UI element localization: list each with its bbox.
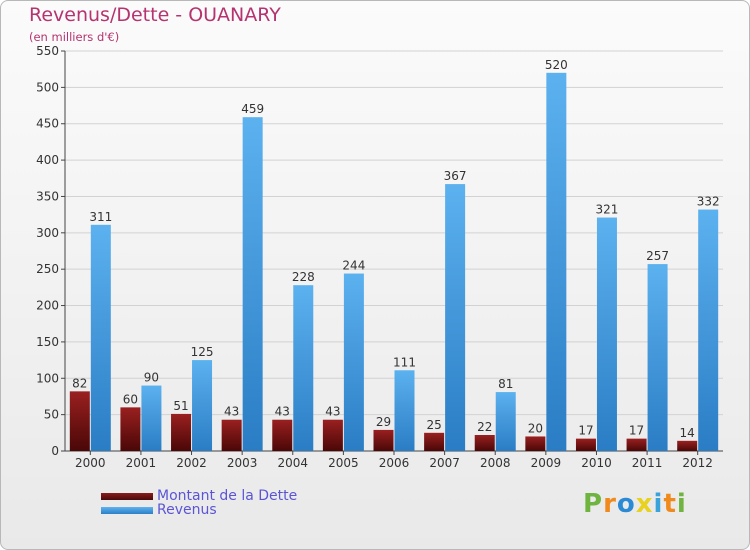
y-tick-label: 450 bbox=[36, 117, 59, 131]
x-tick-label: 2000 bbox=[75, 456, 106, 470]
value-label-revenus: 111 bbox=[393, 355, 416, 369]
bar-revenus bbox=[445, 184, 466, 451]
legend-label-dette: Montant de la Dette bbox=[157, 488, 298, 504]
chart-subtitle: (en milliers d'€) bbox=[29, 30, 120, 44]
bar-revenus bbox=[242, 117, 263, 451]
logo-letter: t bbox=[663, 489, 677, 519]
bar-dette bbox=[474, 435, 495, 451]
bar-revenus bbox=[293, 285, 314, 451]
x-tick-label: 2009 bbox=[531, 456, 562, 470]
bar-revenus bbox=[495, 392, 516, 451]
value-label-revenus: 311 bbox=[89, 210, 112, 224]
y-tick-label: 350 bbox=[36, 189, 59, 203]
bar-revenus bbox=[647, 264, 668, 451]
bar-dette bbox=[171, 413, 192, 451]
logo-letter: r bbox=[603, 489, 617, 519]
value-label-revenus: 321 bbox=[596, 203, 619, 217]
legend-item-dette: Montant de la Dette bbox=[101, 488, 297, 504]
bar-revenus bbox=[90, 224, 111, 451]
value-label-dette: 43 bbox=[325, 405, 340, 419]
logo-letter: o bbox=[616, 489, 636, 519]
x-tick-label: 2006 bbox=[379, 456, 410, 470]
value-label-revenus: 459 bbox=[241, 102, 264, 116]
chart-title: Revenus/Dette - OUANARY bbox=[29, 4, 281, 26]
x-tick-label: 2002 bbox=[176, 456, 207, 470]
x-tick-label: 2007 bbox=[429, 456, 460, 470]
bar-revenus bbox=[394, 370, 415, 451]
value-label-dette: 43 bbox=[224, 405, 239, 419]
y-tick-label: 50 bbox=[44, 408, 59, 422]
x-tick-label: 2012 bbox=[682, 456, 713, 470]
x-tick-label: 2008 bbox=[480, 456, 511, 470]
value-label-dette: 60 bbox=[123, 392, 138, 406]
bar-dette bbox=[69, 391, 90, 451]
x-tick-label: 2003 bbox=[227, 456, 258, 470]
value-label-revenus: 81 bbox=[498, 377, 513, 391]
y-tick-label: 250 bbox=[36, 262, 59, 276]
value-label-revenus: 125 bbox=[191, 345, 214, 359]
value-label-revenus: 228 bbox=[292, 270, 315, 284]
bar-dette bbox=[322, 419, 343, 451]
value-label-revenus: 244 bbox=[342, 259, 365, 273]
value-label-dette: 17 bbox=[629, 424, 644, 438]
y-tick-label: 500 bbox=[36, 80, 59, 94]
legend-label-revenus: Revenus bbox=[157, 502, 217, 518]
x-tick-label: 2011 bbox=[632, 456, 663, 470]
x-tick-label: 2001 bbox=[126, 456, 157, 470]
legend-swatch-revenus bbox=[101, 506, 153, 514]
value-label-revenus: 520 bbox=[545, 58, 568, 72]
y-tick-label: 150 bbox=[36, 335, 59, 349]
value-label-revenus: 90 bbox=[144, 371, 159, 385]
bar-revenus bbox=[192, 360, 213, 451]
value-label-dette: 22 bbox=[477, 420, 492, 434]
value-label-dette: 17 bbox=[578, 424, 593, 438]
value-label-dette: 51 bbox=[173, 399, 188, 413]
value-label-dette: 29 bbox=[376, 415, 391, 429]
logo-letter: i bbox=[653, 489, 664, 519]
y-tick-label: 550 bbox=[36, 44, 59, 58]
bar-revenus bbox=[596, 217, 617, 451]
bar-dette bbox=[373, 429, 394, 451]
y-tick-label: 400 bbox=[36, 153, 59, 167]
y-tick-label: 300 bbox=[36, 226, 59, 240]
bar-revenus bbox=[546, 72, 567, 452]
value-label-revenus: 257 bbox=[646, 249, 669, 263]
x-tick-label: 2004 bbox=[277, 456, 308, 470]
value-label-revenus: 367 bbox=[444, 169, 467, 183]
logo-letter: i bbox=[676, 489, 687, 519]
bar-revenus bbox=[698, 209, 719, 451]
y-tick-label: 0 bbox=[51, 444, 59, 458]
bar-dette bbox=[120, 407, 141, 451]
value-label-dette: 82 bbox=[72, 376, 87, 390]
legend-swatch-dette bbox=[101, 492, 153, 500]
value-label-dette: 14 bbox=[680, 426, 695, 440]
bar-dette bbox=[221, 419, 242, 451]
bar-revenus bbox=[343, 273, 364, 451]
proxiti-logo: Proxiti bbox=[583, 489, 687, 519]
bar-revenus bbox=[141, 385, 162, 451]
value-label-dette: 25 bbox=[426, 418, 441, 432]
value-label-dette: 20 bbox=[528, 421, 543, 435]
legend-item-revenus: Revenus bbox=[101, 502, 217, 518]
y-tick-label: 100 bbox=[36, 371, 59, 385]
y-tick-label: 200 bbox=[36, 299, 59, 313]
bar-dette bbox=[575, 438, 596, 451]
x-tick-label: 2005 bbox=[328, 456, 359, 470]
x-tick-label: 2010 bbox=[581, 456, 612, 470]
bar-dette bbox=[677, 440, 698, 451]
bar-dette bbox=[626, 438, 647, 451]
logo-letter: x bbox=[635, 489, 654, 519]
value-label-revenus: 332 bbox=[697, 195, 720, 209]
bar-dette bbox=[424, 432, 445, 451]
value-label-dette: 43 bbox=[275, 405, 290, 419]
bar-dette bbox=[525, 436, 546, 451]
bar-dette bbox=[272, 419, 293, 451]
logo-letter: P bbox=[583, 489, 604, 519]
